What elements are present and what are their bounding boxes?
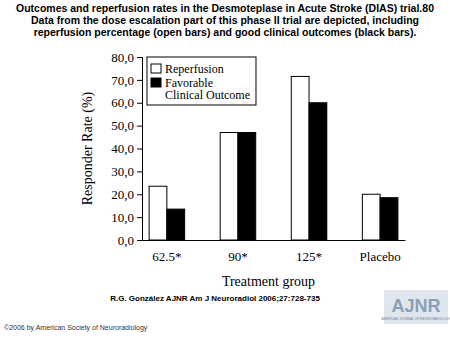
y-tick-label: 10,0 (111, 210, 134, 225)
y-tick-label: 60,0 (111, 95, 134, 110)
legend-label: Reperfusion (165, 62, 224, 76)
legend-box (147, 57, 256, 105)
bar (149, 186, 167, 240)
y-tick-label: 40,0 (111, 141, 134, 156)
y-tick-mark (137, 217, 142, 218)
y-tick-label: 50,0 (111, 118, 134, 133)
logo-subtitle: AMERICAN JOURNAL OF NEURORADIOLOGY (381, 317, 450, 321)
y-axis-line (137, 58, 143, 241)
logo-text: AJNR (391, 296, 440, 316)
x-axis-line (143, 240, 406, 241)
y-tick-mark (137, 57, 142, 58)
bar (380, 198, 398, 240)
bar (220, 132, 238, 240)
x-tick-label: 62.5* (152, 249, 181, 264)
x-tick-label: 125* (296, 249, 322, 264)
bars (149, 76, 398, 240)
bar (309, 103, 327, 240)
legend-label: FavorableClinical Outcome (165, 76, 250, 102)
logo: AJNRAMERICAN JOURNAL OF NEURORADIOLOGY (381, 290, 450, 324)
y-tick: 30,0 (111, 164, 142, 179)
y-tick-mark (137, 80, 142, 81)
y-tick-label: 70,0 (111, 73, 134, 88)
y-tick: 20,0 (111, 187, 142, 202)
y-tick: 50,0 (111, 118, 142, 133)
y-tick: 70,0 (111, 73, 142, 88)
y-tick-label: 30,0 (111, 164, 134, 179)
chart: Outcomes and reperfusion rates in the De… (0, 0, 450, 338)
x-tick: Placebo (360, 240, 401, 264)
bar (291, 76, 309, 240)
y-tick: 10,0 (111, 210, 142, 225)
x-tick: 125* (296, 240, 322, 264)
x-tick: 90* (228, 240, 248, 264)
y-tick-mark (137, 149, 142, 150)
y-tick: 60,0 (111, 95, 142, 110)
legend: ReperfusionFavorableClinical Outcome (147, 57, 256, 105)
y-tick-mark (137, 194, 142, 195)
y-tick: 40,0 (111, 141, 142, 156)
y-tick-mark (137, 126, 142, 127)
x-axis-title: Treatment group (222, 274, 315, 289)
legend-swatch (151, 64, 161, 73)
legend-swatch (151, 78, 161, 87)
y-tick-label: 20,0 (111, 187, 134, 202)
y-tick-label: 80,0 (111, 50, 134, 65)
x-tick-label: Placebo (360, 249, 401, 264)
title: Outcomes and reperfusion rates in the De… (16, 2, 434, 38)
y-tick-label: 0,0 (118, 233, 134, 248)
y-axis-title: Responder Rate (%) (80, 91, 96, 205)
x-tick: 62.5* (152, 240, 181, 264)
citation: R.G. González AJNR Am J Neuroradiol 2006… (110, 294, 320, 303)
y-tick: 80,0 (111, 50, 142, 65)
bar (167, 209, 185, 240)
x-axis: 62.5* 90* 125* Placebo (143, 240, 406, 264)
bar (362, 194, 380, 240)
y-tick-mark (137, 103, 142, 104)
y-tick: 0,0 (118, 233, 142, 248)
y-tick-mark (137, 240, 142, 241)
bar (238, 132, 256, 240)
y-tick-mark (137, 171, 142, 172)
footer: ©2006 by American Society of Neuroradiol… (4, 324, 148, 332)
x-tick-label: 90* (228, 249, 248, 264)
y-axis: 0,0 10,0 20,0 30,0 40,0 50,0 60,0 70,0 80,0 (111, 50, 142, 248)
